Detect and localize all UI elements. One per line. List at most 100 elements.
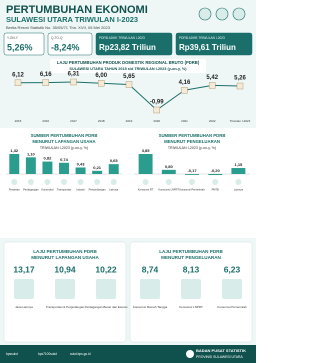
subtitle: SULAWESI UTARA TRIWULAN I-2023 [6,15,138,24]
x-tick-label: Konsumsi RT [138,188,154,192]
panel-subtitle: MENURUT LAPANGAN USAHA [31,255,99,260]
value-label: -0,17 [187,168,197,173]
category-icon [110,179,117,185]
point [98,79,105,87]
point [14,79,22,86]
x-tick-label: PMTB [212,188,219,192]
growth-value: 8,13 [183,264,200,274]
value-label: 6,12 [12,72,24,78]
bar [59,162,69,174]
value-label: 6,31 [68,72,80,78]
x-tick-label: 2016 [42,119,49,123]
x-tick-label: Konsumsi Pemerintah [179,188,205,192]
highlight-box [95,32,173,56]
highlight-label: PDRB ADHB TRIWULAN I-2023 [179,36,225,40]
footer-band [0,345,256,363]
value-label: -0,20 [211,168,221,173]
category-icon [212,179,219,185]
bar [42,161,53,174]
logo [232,7,246,21]
bar [9,154,20,174]
value-label: 0,82 [44,156,53,161]
category-icon [189,179,195,185]
x-tick-label: Triwulan I-2023 [230,119,251,123]
point [236,82,244,90]
growth-label: Konsumsi Pemerintah [217,305,247,309]
title: PERTUMBUHAN EKONOMI [6,4,148,16]
value-label: 1,15 [235,162,244,167]
value-label: 5,65 [123,74,135,80]
chart-title-bar [50,59,206,73]
growth-value: 10,94 [54,264,76,274]
value-label: 6,00 [95,73,107,79]
chart-title: SUMBER PERTUMBUHAN PDRB [159,133,226,138]
sector-icon [14,279,34,299]
point [125,81,133,88]
sector-icon [222,279,242,299]
logo [198,7,212,21]
x-tick-label: 2015 [15,119,22,123]
highlight-box [47,32,93,56]
value-label: 3,85 [142,148,151,153]
highlight-label: Y-ON-Y [7,36,19,40]
growth-value: 8,74 [142,264,159,274]
growth-label: Jasa Lainnya [15,305,33,309]
release-note: Berita Resmi Statistik No. 35/05/71 Thn.… [6,25,111,30]
x-tick-label: 2018 [98,119,105,123]
chart-subtitle: MENURUT PENGELUARAN [164,139,220,144]
growth-label: Konsumsi Rumah Tangga [133,305,168,309]
growth-value: 13,17 [13,264,35,274]
x-tick-label: Perdagangan [23,188,39,192]
logo [215,7,229,21]
value-label: 0,74 [60,157,69,162]
highlight-value: Rp39,61 Triliun [179,43,236,52]
point [70,78,77,86]
chart-period: TRIWULAN I-2023 (y-on-y, %) [168,146,216,150]
highlight-box [175,32,253,56]
value-label: 5,26 [234,76,246,82]
highlight-label: PDRB ADHK TRIWULAN I-2023 [99,36,145,40]
panel-title: LAJU PERTUMBUHAN PDRB [159,249,223,254]
point [209,82,216,89]
social-handle: bpssulut [6,352,18,356]
value-label: 5,42 [206,75,218,81]
value-label: 0,80 [165,164,174,169]
bar [108,164,119,174]
category-icon [11,179,18,185]
org-name: BADAN PUSAT STATISTIK [196,348,246,353]
x-tick-label: Industri [76,188,85,192]
x-tick-label: Lainnya [109,188,119,192]
highlight-box [3,32,45,56]
social-handle: bps7100sulut [38,352,57,356]
bar [25,157,36,174]
chart-subtitle: SULAWESI UTARA TAHUN 2015 s/d TRIWULAN I… [69,67,187,71]
bar [208,174,223,176]
x-tick-label: 2022 [209,119,216,123]
sector-icon [181,279,201,299]
bar [185,174,199,175]
highlight-value: 5,26% [7,42,33,52]
category-icon [44,179,51,185]
category-icon [165,179,172,185]
value-label: 0,43 [77,162,86,167]
value-label: 1,32 [10,148,19,153]
social-handle: sulut.bps.go.id [70,352,91,356]
value-label: 0,21 [93,165,102,170]
category-icon [94,179,101,185]
x-tick-label: 2019 [126,119,133,123]
point [42,79,49,86]
category-icon [77,179,84,185]
value-label: 6,16 [40,72,52,78]
x-tick-label: Konstruksi [41,188,54,192]
value-label: 1,10 [27,151,36,156]
panel-subtitle: MENURUT PENGELUARAN [161,255,221,260]
category-icon [235,179,242,185]
bps-logo [186,350,194,358]
x-tick-label: 2020 [153,119,160,123]
point [181,87,188,94]
chart-title: SUMBER PERTUMBUHAN PDRB [31,133,98,138]
category-icon [142,179,149,185]
bar [161,169,176,174]
value-label: 0,65 [110,158,119,163]
